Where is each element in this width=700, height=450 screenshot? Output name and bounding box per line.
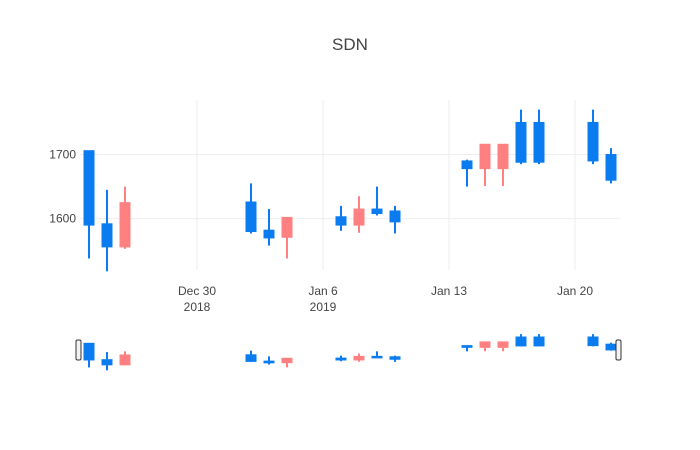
candle-increasing[interactable] bbox=[101, 352, 113, 371]
candle-increasing[interactable] bbox=[533, 109, 545, 165]
y-tick-label: 1700 bbox=[49, 148, 76, 162]
candle-body bbox=[587, 336, 599, 347]
x-tick-label: Dec 30 bbox=[178, 284, 216, 298]
candle-decreasing[interactable] bbox=[497, 143, 509, 186]
candle-body bbox=[515, 121, 527, 163]
candle-decreasing[interactable] bbox=[119, 351, 131, 366]
candle-body bbox=[479, 143, 491, 170]
x-tick-label: Jan 6 bbox=[308, 284, 338, 298]
candle-body bbox=[461, 160, 473, 170]
candle-increasing[interactable] bbox=[389, 355, 401, 362]
chart-title: SDN bbox=[332, 35, 368, 54]
candle-body bbox=[497, 341, 509, 348]
candle-increasing[interactable] bbox=[515, 334, 527, 347]
candle-body bbox=[461, 345, 473, 348]
candle-body bbox=[371, 208, 383, 215]
candle-body bbox=[515, 336, 527, 347]
candle-body bbox=[389, 356, 401, 360]
candle-body bbox=[371, 355, 383, 359]
candle-body bbox=[335, 216, 347, 226]
candle-increasing[interactable] bbox=[263, 209, 275, 246]
candle-body bbox=[263, 360, 275, 364]
gridlines bbox=[80, 100, 620, 270]
candle-increasing[interactable] bbox=[533, 334, 545, 347]
x-tick-sublabel: 2019 bbox=[310, 300, 337, 314]
x-tick-label: Jan 13 bbox=[431, 284, 467, 298]
candle-body bbox=[245, 201, 257, 233]
candle-increasing[interactable] bbox=[83, 342, 95, 368]
candle-body bbox=[479, 341, 491, 348]
candle-increasing[interactable] bbox=[101, 189, 113, 272]
x-axis: Dec 30 2018 Jan 6 2019 Jan 13 Jan 20 bbox=[178, 284, 593, 314]
candle-increasing[interactable] bbox=[245, 350, 257, 362]
range-slider-right-handle[interactable] bbox=[615, 339, 622, 361]
range-slider-background bbox=[80, 332, 620, 370]
candle-body bbox=[245, 354, 257, 362]
candle-increasing[interactable] bbox=[605, 148, 617, 184]
candle-increasing[interactable] bbox=[371, 186, 383, 216]
candle-decreasing[interactable] bbox=[353, 196, 365, 233]
candle-body bbox=[101, 223, 113, 248]
candle-increasing[interactable] bbox=[371, 351, 383, 359]
candle-body bbox=[533, 121, 545, 163]
candle-body bbox=[533, 336, 545, 347]
candle-increasing[interactable] bbox=[587, 109, 599, 165]
candle-body bbox=[389, 210, 401, 223]
candle-body bbox=[353, 355, 365, 361]
candle-decreasing[interactable] bbox=[281, 357, 293, 368]
candle-body bbox=[119, 354, 131, 366]
candle-increasing[interactable] bbox=[263, 356, 275, 365]
candle-body bbox=[497, 143, 509, 170]
candle-body bbox=[605, 154, 617, 181]
candle-body bbox=[353, 208, 365, 226]
candles bbox=[83, 109, 617, 272]
candle-decreasing[interactable] bbox=[353, 353, 365, 362]
x-tick-label: Jan 20 bbox=[557, 284, 593, 298]
candle-decreasing[interactable] bbox=[479, 341, 491, 352]
candle-body bbox=[335, 357, 347, 361]
range-slider[interactable] bbox=[75, 332, 622, 371]
candle-body bbox=[101, 359, 113, 366]
candle-decreasing[interactable] bbox=[479, 143, 491, 186]
candle-increasing[interactable] bbox=[461, 159, 473, 187]
candle-body bbox=[263, 229, 275, 239]
candle-decreasing[interactable] bbox=[119, 186, 131, 249]
x-tick-sublabel: 2018 bbox=[184, 300, 211, 314]
candle-body bbox=[83, 342, 95, 361]
candle-increasing[interactable] bbox=[335, 355, 347, 362]
candle-body bbox=[83, 150, 95, 226]
y-axis: 1600 1700 bbox=[49, 148, 76, 226]
candle-increasing[interactable] bbox=[461, 345, 473, 352]
candle-decreasing[interactable] bbox=[281, 216, 293, 259]
candle-increasing[interactable] bbox=[515, 109, 527, 165]
candle-increasing[interactable] bbox=[389, 205, 401, 234]
candle-body bbox=[605, 343, 617, 351]
candle-increasing[interactable] bbox=[587, 334, 599, 347]
candle-increasing[interactable] bbox=[335, 205, 347, 231]
candle-increasing[interactable] bbox=[83, 150, 95, 259]
candle-body bbox=[281, 216, 293, 238]
candle-body bbox=[587, 121, 599, 162]
y-tick-label: 1600 bbox=[49, 212, 76, 226]
candle-body bbox=[281, 357, 293, 364]
candle-increasing[interactable] bbox=[605, 342, 617, 351]
candle-decreasing[interactable] bbox=[497, 341, 509, 352]
range-slider-left-handle[interactable] bbox=[75, 339, 82, 361]
candle-increasing[interactable] bbox=[245, 183, 257, 234]
candle-body bbox=[119, 202, 131, 248]
